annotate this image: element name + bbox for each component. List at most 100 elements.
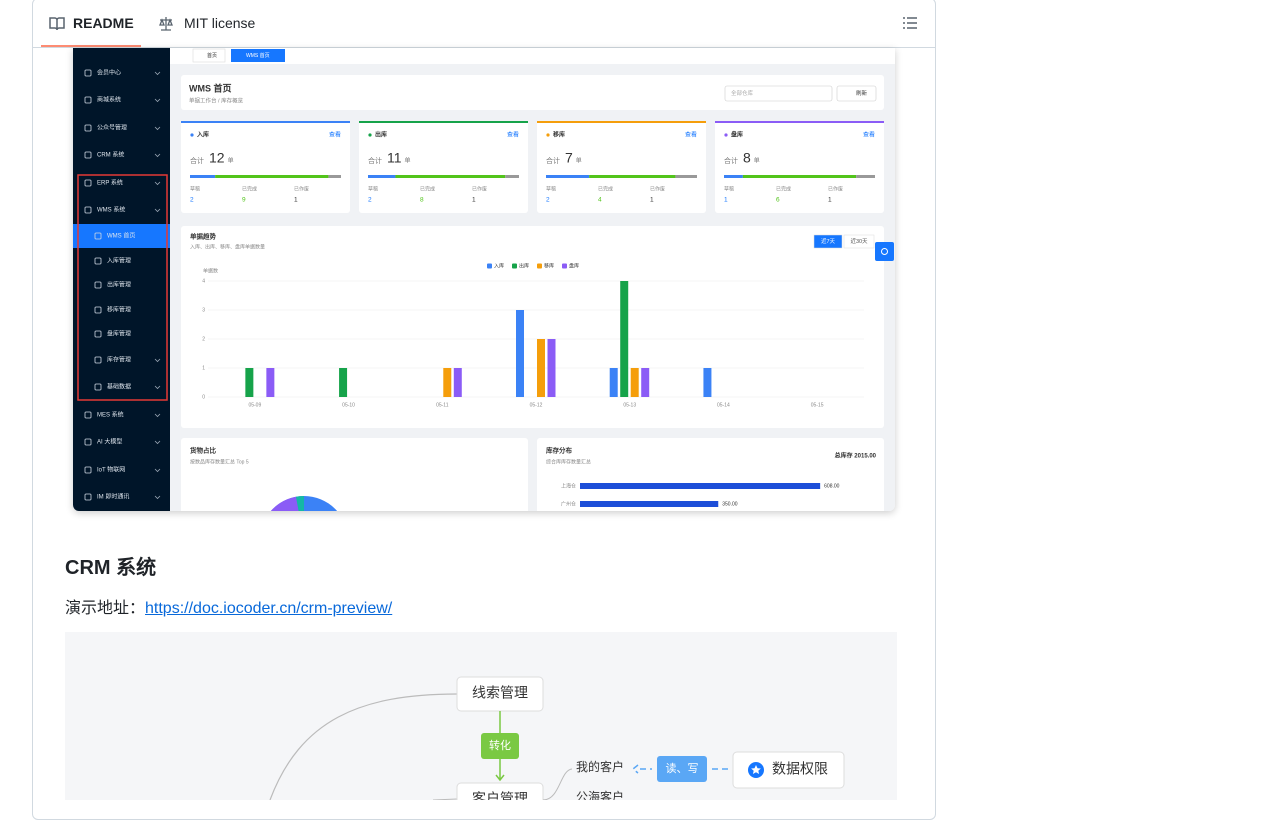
bar: [609, 368, 618, 397]
stat-value: 1: [472, 197, 476, 204]
gear-icon: [881, 248, 888, 255]
card-link[interactable]: 查看: [863, 131, 875, 139]
stat-label: 已完成: [242, 185, 257, 192]
app-tab-label[interactable]: WMS 首页: [246, 52, 270, 59]
tab-strip: [170, 48, 895, 64]
menu-arrow: [154, 468, 161, 473]
progress-segment: [856, 175, 875, 178]
page: README MIT license 会员中心商城系统公众号管理 CRM 系统 ER…: [32, 0, 936, 820]
menu-icon: [84, 124, 92, 132]
stat-label: 已完成: [420, 185, 435, 192]
stat-value: 2: [546, 197, 550, 204]
bar: [443, 368, 452, 397]
menu-item[interactable]: 移库管理: [107, 306, 131, 314]
y-tick-label: 1: [202, 365, 205, 371]
summary-card: [181, 121, 350, 213]
x-tick-label: 05-13: [623, 402, 636, 408]
menu-icon: [84, 466, 92, 474]
menu-item[interactable]: 基础数据: [107, 383, 131, 391]
float-button[interactable]: [875, 242, 894, 261]
total-value: 8: [743, 150, 751, 166]
legend-label: 入库: [494, 262, 504, 269]
stat-label: 已完成: [598, 185, 613, 192]
refresh-button[interactable]: [836, 85, 877, 102]
menu-item[interactable]: IoT 物联网: [97, 466, 125, 474]
pie-slice: [270, 496, 299, 511]
menu-icon: [84, 179, 92, 187]
menu-item[interactable]: 公众号管理: [97, 124, 127, 132]
license-tab[interactable]: MIT license: [184, 15, 256, 31]
legend-swatch: [537, 263, 542, 269]
total-unit: 单: [754, 157, 760, 165]
stat-label: 草稿: [546, 185, 556, 192]
app-tab-label[interactable]: 首页: [207, 52, 217, 59]
menu-item[interactable]: 商城系统: [97, 96, 121, 104]
total-label: 合计: [190, 156, 204, 165]
summary-card: [715, 121, 884, 213]
outline-button[interactable]: [901, 15, 919, 33]
range-button[interactable]: [843, 234, 875, 249]
menu-item[interactable]: 库存管理: [107, 356, 131, 364]
bar: [620, 281, 629, 397]
progress-segment: [675, 175, 697, 178]
menu-item[interactable]: CRM 系统: [97, 151, 124, 159]
summary-card: [537, 121, 706, 213]
menu-item[interactable]: IM 即时通讯: [97, 493, 129, 501]
menu-arrow: [154, 495, 161, 500]
menu-icon: [84, 411, 92, 419]
demo-line: 演示地址：https://doc.iocoder.cn/crm-preview/: [65, 594, 392, 618]
readme-tab[interactable]: README: [73, 15, 134, 31]
menu-arrow: [154, 71, 161, 76]
stat-value: 1: [294, 197, 298, 204]
x-tick-label: 05-12: [530, 402, 543, 408]
menu-arrow: [154, 440, 161, 445]
stat-label: 已完成: [776, 185, 791, 192]
progress-segment: [742, 175, 857, 178]
menu-item[interactable]: 出库管理: [107, 281, 131, 289]
menu-item[interactable]: MES 系统: [97, 411, 124, 419]
stat-label: 已作废: [472, 185, 487, 192]
card-link[interactable]: 查看: [507, 131, 519, 139]
warehouse-select[interactable]: [724, 85, 833, 102]
menu-icon: [94, 330, 102, 338]
menu-item[interactable]: 会员中心: [97, 69, 121, 77]
bar: [537, 339, 545, 397]
menu-arrow: [154, 413, 161, 418]
card-link[interactable]: 查看: [329, 131, 341, 139]
menu-icon: [84, 96, 92, 104]
chart-title: 单据趋势: [190, 232, 217, 241]
stat-label: 已作废: [828, 185, 843, 192]
value-label: 350.00: [722, 501, 738, 507]
menu-arrow: [154, 153, 161, 158]
card-subtitle: 综合库库存数量汇总: [546, 458, 591, 465]
y-tick-label: 2: [202, 336, 205, 342]
progress-segment: [328, 175, 341, 178]
progress-segment: [395, 175, 506, 178]
y-tick-label: 3: [202, 307, 205, 313]
menu-item[interactable]: ERP 系统: [97, 179, 123, 187]
progress-segment: [546, 175, 590, 178]
total-unit: 单: [405, 157, 411, 165]
total-unit: 单: [576, 157, 582, 165]
menu-item[interactable]: 入库管理: [107, 257, 131, 265]
menu-item[interactable]: AI 大模型: [97, 438, 122, 446]
menu-icon: [84, 206, 92, 214]
stock-card: [537, 438, 884, 511]
stat-value: 1: [724, 197, 728, 204]
bar: [547, 339, 556, 397]
menu-item[interactable]: WMS 首页: [107, 232, 135, 240]
menu-icon: [84, 493, 92, 501]
stat-value: 2: [190, 197, 194, 204]
menu-item[interactable]: WMS 系统: [97, 206, 125, 214]
card-link[interactable]: 查看: [685, 131, 697, 139]
range-button[interactable]: [813, 234, 843, 249]
stat-value: 8: [420, 197, 424, 204]
stat-label: 已作废: [650, 185, 665, 192]
card-name: 入库: [196, 131, 209, 139]
demo-link[interactable]: https://doc.iocoder.cn/crm-preview/: [145, 600, 393, 617]
total-label: 合计: [546, 156, 560, 165]
menu-item[interactable]: 盘库管理: [107, 330, 131, 338]
app-tab: [231, 49, 285, 62]
